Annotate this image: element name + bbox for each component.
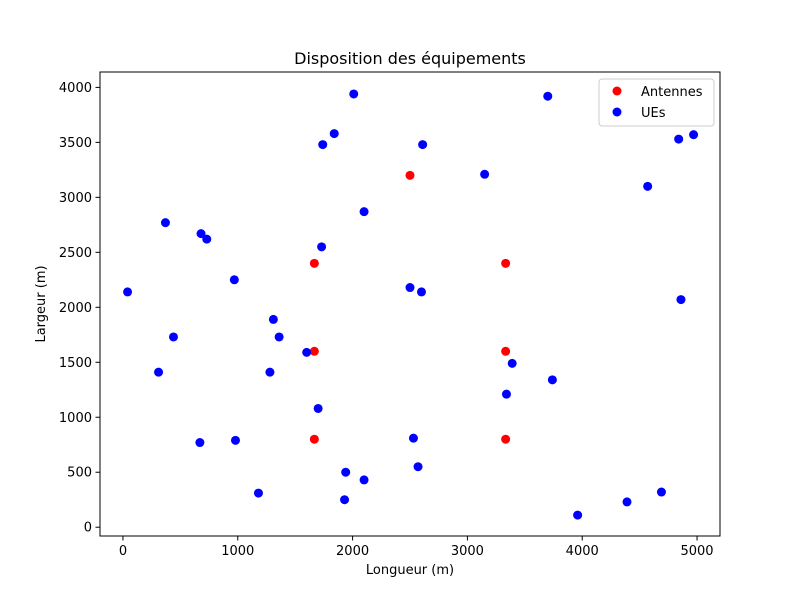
point-ues	[689, 130, 699, 140]
point-ues	[507, 358, 517, 368]
point-ues	[413, 462, 423, 472]
point-ues	[154, 367, 164, 377]
x-axis-label: Longueur (m)	[366, 563, 454, 578]
point-antennes	[309, 434, 319, 444]
point-ues	[501, 389, 511, 399]
legend-label-ues: UEs	[641, 106, 666, 121]
point-ues	[123, 287, 133, 297]
point-ues	[313, 403, 323, 413]
legend-box	[598, 78, 715, 127]
y-tick-label: 3000	[59, 191, 92, 206]
point-ues	[195, 438, 205, 448]
point-antennes	[501, 434, 511, 444]
point-ues	[329, 129, 339, 139]
point-ues	[676, 295, 686, 305]
y-tick-label: 2500	[59, 246, 92, 261]
y-axis-label: Largeur (m)	[34, 265, 49, 342]
point-ues	[643, 181, 653, 191]
point-ues	[573, 510, 583, 520]
legend-label-antennes: Antennes	[641, 85, 703, 100]
x-tick-label: 2000	[336, 544, 369, 559]
point-ues	[418, 140, 428, 150]
legend-marker-ues	[612, 107, 622, 117]
point-ues	[480, 169, 490, 179]
point-ues	[268, 314, 278, 324]
y-tick-label: 500	[67, 466, 92, 481]
point-ues	[168, 332, 178, 342]
point-antennes	[309, 346, 319, 356]
legend-marker-antennes	[612, 86, 622, 96]
point-ues	[349, 89, 359, 99]
chart-title: Disposition des équipements	[294, 49, 526, 68]
point-ues	[656, 487, 666, 497]
point-ues	[202, 234, 212, 244]
y-tick-label: 1000	[59, 411, 92, 426]
point-ues	[302, 347, 312, 357]
point-ues	[359, 207, 369, 217]
y-tick-label: 3500	[59, 136, 92, 151]
point-ues	[408, 433, 418, 443]
point-ues	[196, 229, 206, 239]
point-antennes	[405, 170, 415, 180]
point-ues	[229, 275, 239, 285]
point-ues	[317, 242, 327, 252]
x-tick-label: 3000	[451, 544, 484, 559]
point-ues	[340, 495, 350, 505]
point-ues	[543, 91, 553, 101]
x-tick-label: 1000	[221, 544, 254, 559]
point-ues	[359, 475, 369, 485]
point-antennes	[501, 258, 511, 268]
point-ues	[547, 375, 557, 385]
point-antennes	[309, 258, 319, 268]
point-antennes	[501, 346, 511, 356]
point-ues	[674, 134, 684, 144]
point-ues	[405, 283, 415, 293]
x-tick-label: 5000	[680, 544, 713, 559]
x-tick-label: 4000	[566, 544, 599, 559]
plot-frame	[99, 71, 721, 537]
point-ues	[265, 367, 275, 377]
point-ues	[318, 140, 328, 150]
point-ues	[160, 218, 170, 228]
point-ues	[253, 488, 263, 498]
legend: Antennes UEs	[598, 78, 715, 127]
y-tick-label: 4000	[59, 81, 92, 96]
y-tick-label: 2000	[59, 301, 92, 316]
point-ues	[230, 435, 240, 445]
y-tick-label: 0	[84, 521, 92, 536]
point-ues	[274, 332, 284, 342]
point-ues	[341, 467, 351, 477]
point-ues	[622, 497, 632, 507]
x-tick-label: 0	[119, 544, 127, 559]
y-tick-label: 1500	[59, 356, 92, 371]
point-ues	[416, 287, 426, 297]
plot-area	[100, 72, 720, 536]
